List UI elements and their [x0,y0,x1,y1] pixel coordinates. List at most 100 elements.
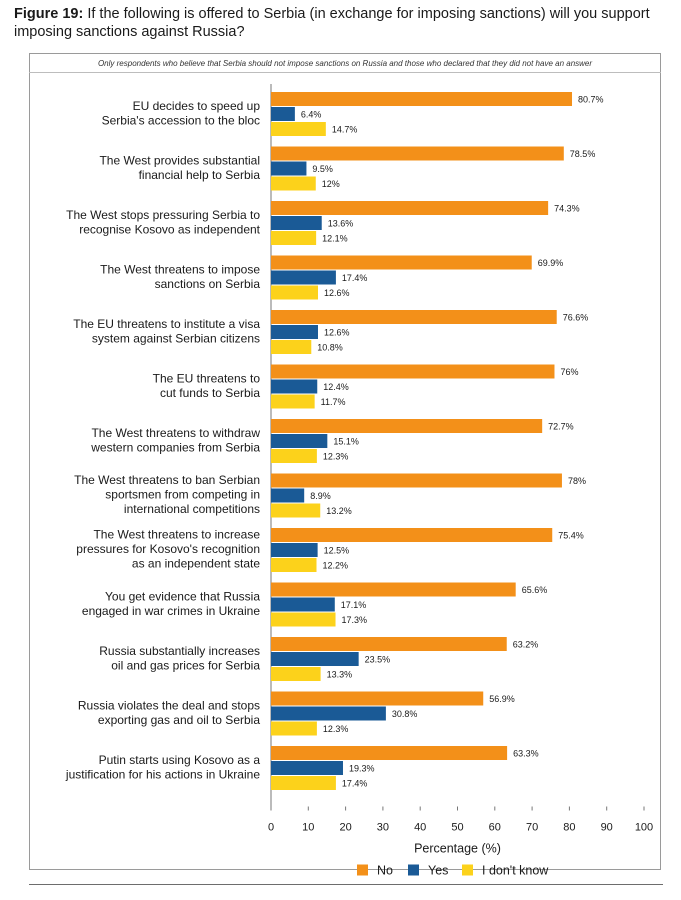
bar-no-11 [271,637,507,651]
category-label: Serbia's accession to the bloc [102,113,260,127]
x-tick-label: 100 [635,822,653,834]
data-label: 19.3% [349,764,375,774]
figure-label: Figure 19: [14,6,84,22]
data-label: 78.5% [570,149,596,159]
x-tick-label: 10 [302,822,314,834]
data-label: 6.4% [301,110,322,120]
x-tick-label: 30 [377,822,389,834]
x-tick-label: 90 [601,822,613,834]
legend-entry: I don't know [482,864,549,878]
figure-title: Figure 19: If the following is offered t… [14,5,664,41]
category-label: justification for his actions in Ukraine [65,767,260,781]
category-label: EU decides to speed up [133,99,261,113]
bar-yes-2 [271,161,307,176]
bar-i-don-t-know-11 [271,667,321,681]
bar-i-don-t-know-8 [271,503,321,518]
bar-yes-6 [271,379,318,394]
category-label: sportsmen from competing in [105,488,260,502]
bar-yes-5 [271,325,318,339]
bar-yes-9 [271,543,318,557]
category-label: The West threatens to increase [93,528,260,542]
x-tick-label: 40 [414,822,426,834]
x-tick-label: 60 [489,822,501,834]
data-label: 12% [322,179,340,189]
bar-yes-11 [271,652,359,666]
bar-i-don-t-know-13 [271,776,336,790]
data-label: 13.2% [326,506,352,516]
data-label: 56.9% [489,694,515,704]
x-tick-label: 80 [563,822,575,834]
category-label: Russia substantially increases [99,644,260,658]
data-label: 65.6% [522,585,548,595]
bar-no-4 [271,255,532,270]
data-label: 75.4% [558,531,584,541]
data-label: 78% [568,476,586,486]
legend-swatch [462,864,473,876]
bar-no-13 [271,746,508,760]
data-label: 72.7% [548,422,574,432]
category-label: The West provides substantial [99,153,260,167]
category-label: oil and gas prices for Serbia [111,658,260,672]
data-label: 63.2% [513,640,539,650]
category-label: system against Serbian citizens [92,331,260,345]
data-label: 17.4% [342,779,368,789]
bottom-divider [29,884,663,885]
category-label: western companies from Serbia [90,440,260,454]
bar-no-8 [271,473,562,488]
bar-i-don-t-know-5 [271,340,312,354]
category-label: engaged in war crimes in Ukraine [82,604,260,618]
category-label: cut funds to Serbia [160,386,260,400]
category-label: The West threatens to withdraw [91,426,260,440]
x-tick-label: 70 [526,822,538,834]
data-label: 12.5% [324,546,350,556]
legend-entry: Yes [428,864,448,878]
data-label: 17.3% [342,615,368,625]
bar-no-1 [271,92,573,106]
data-label: 12.6% [324,328,350,338]
bar-no-7 [271,419,543,433]
bar-yes-7 [271,434,328,448]
x-tick-label: 50 [451,822,463,834]
bar-i-don-t-know-4 [271,285,318,300]
data-label: 10.8% [317,343,343,353]
category-label: The West threatens to ban Serbian [74,473,260,487]
bar-no-3 [271,201,549,215]
data-label: 12.3% [323,724,349,734]
data-label: 12.1% [322,234,348,244]
data-label: 76.6% [563,313,589,323]
chart-frame [29,53,661,870]
data-label: 76% [560,367,578,377]
data-label: 30.8% [392,709,418,719]
bar-no-10 [271,582,516,597]
bar-no-5 [271,310,557,324]
category-label: Russia violates the deal and stops [78,698,260,712]
category-label: The EU threatens to [153,371,261,385]
data-label: 12.2% [323,561,349,571]
bar-yes-10 [271,597,335,612]
category-label: sanctions on Serbia [155,277,261,291]
category-label: exporting gas and oil to Serbia [98,713,260,727]
note-divider [29,72,661,73]
data-label: 13.3% [327,670,353,680]
data-label: 8.9% [310,491,331,501]
bar-yes-8 [271,488,305,503]
bar-no-6 [271,364,555,379]
data-label: 9.5% [312,164,333,174]
bar-no-12 [271,691,484,706]
legend-swatch [357,864,368,876]
category-label: The West threatens to impose [100,262,260,276]
data-label: 12.3% [323,452,349,462]
bar-i-don-t-know-2 [271,176,316,191]
data-label: 15.1% [333,437,359,447]
legend-swatch [408,864,419,876]
bar-i-don-t-know-1 [271,122,326,136]
bar-no-2 [271,146,564,161]
x-tick-label: 0 [268,822,274,834]
x-axis-label: Percentage (%) [414,842,501,856]
data-label: 74.3% [554,204,580,214]
x-tick-label: 20 [339,822,351,834]
legend-entry: No [377,864,393,878]
bar-yes-13 [271,761,343,775]
bar-i-don-t-know-3 [271,231,317,245]
category-label: recognise Kosovo as independent [79,222,260,236]
